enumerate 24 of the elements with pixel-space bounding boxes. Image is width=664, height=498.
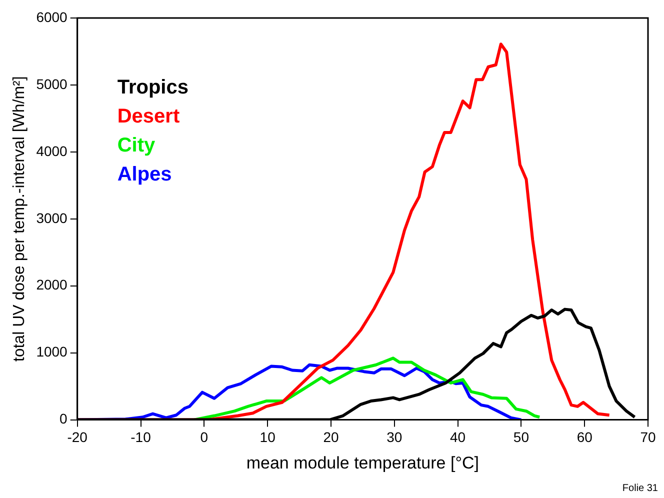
- x-axis-title: mean module temperature [°C]: [246, 453, 479, 472]
- y-tick-label: 3000: [36, 210, 68, 226]
- x-tick-label: 60: [576, 429, 593, 446]
- text: Alpes: [117, 164, 172, 186]
- y-tick-label: 6000: [36, 8, 68, 25]
- y-tick-label: 2000: [36, 276, 68, 293]
- text: Desert: [117, 106, 180, 128]
- text: Folie 31: [622, 483, 658, 494]
- y-tick-label: 1000: [36, 344, 68, 360]
- y-tick-label: 0: [60, 410, 68, 427]
- x-tick-label: 0: [200, 429, 208, 446]
- text: Tropics: [117, 76, 188, 99]
- text: City: [117, 134, 156, 157]
- x-tick-label: -20: [67, 429, 88, 446]
- x-tick-label: -10: [130, 429, 152, 446]
- x-tick-label: 10: [260, 429, 276, 446]
- y-tick-label: 5000: [36, 76, 68, 92]
- x-tick-label: 50: [513, 429, 530, 446]
- x-tick-label: 70: [640, 429, 656, 446]
- x-tick-label: 30: [386, 429, 402, 446]
- y-axis-title: total UV dose per temp.-interval [Wh/m²]: [11, 76, 28, 362]
- y-tick-label: 4000: [36, 142, 68, 159]
- x-tick-label: 20: [323, 429, 339, 446]
- x-tick-label: 40: [450, 429, 466, 446]
